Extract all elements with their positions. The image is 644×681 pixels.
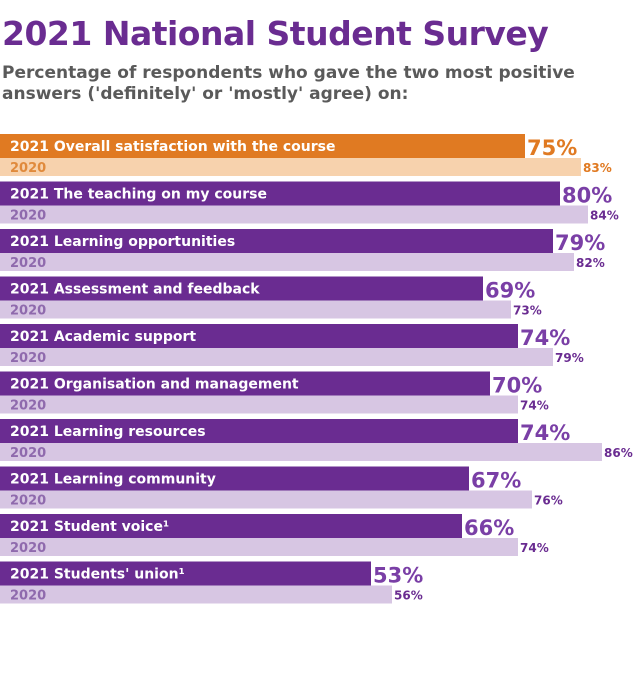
bar-2021 bbox=[0, 514, 462, 538]
data-label-2021: 74% bbox=[520, 326, 570, 350]
data-label-2020: 84% bbox=[590, 209, 619, 223]
year-label-2020: 2020 bbox=[10, 304, 46, 319]
chart-subtitle: Percentage of respondents who gave the t… bbox=[2, 63, 575, 104]
bar-label-2021: 2021 Learning opportunities bbox=[10, 234, 235, 250]
year-label-2020: 2020 bbox=[10, 351, 46, 366]
bar-2020 bbox=[0, 395, 518, 414]
year-label-2020: 2020 bbox=[10, 494, 46, 509]
data-label-2021: 70% bbox=[492, 374, 542, 398]
data-label-2021: 75% bbox=[527, 136, 577, 160]
bar-2020 bbox=[0, 158, 581, 176]
data-label-2020: 79% bbox=[555, 351, 584, 365]
bar-label-2021: 2021 Student voice¹ bbox=[10, 519, 169, 535]
year-label-2020: 2020 bbox=[10, 446, 46, 461]
data-label-2020: 56% bbox=[394, 589, 423, 603]
year-label-2020: 2020 bbox=[10, 161, 46, 176]
bar-2020 bbox=[0, 205, 588, 224]
bar-2020 bbox=[0, 490, 532, 509]
bar-2020 bbox=[0, 538, 518, 556]
year-label-2020: 2020 bbox=[10, 256, 46, 271]
data-label-2020: 74% bbox=[520, 541, 549, 555]
bar-label-2021: 2021 Organisation and management bbox=[10, 377, 299, 393]
bar-label-2021: 2021 The teaching on my course bbox=[10, 187, 267, 203]
bar-2021 bbox=[0, 466, 469, 491]
bar-2021 bbox=[0, 181, 560, 206]
bar-2021 bbox=[0, 229, 553, 253]
bar-2020 bbox=[0, 443, 602, 461]
bar-label-2021: 2021 Students' union¹ bbox=[10, 567, 185, 583]
data-label-2020: 73% bbox=[513, 304, 542, 318]
data-label-2020: 82% bbox=[576, 256, 605, 270]
data-label-2020: 74% bbox=[520, 399, 549, 413]
data-label-2021: 66% bbox=[464, 516, 514, 540]
data-label-2020: 83% bbox=[583, 161, 612, 175]
bar-2020 bbox=[0, 585, 392, 604]
bar-2021 bbox=[0, 419, 518, 443]
bar-2021 bbox=[0, 561, 371, 586]
data-label-2020: 76% bbox=[534, 494, 563, 508]
bar-2020 bbox=[0, 300, 511, 319]
data-label-2021: 80% bbox=[562, 184, 612, 208]
bar-label-2021: 2021 Learning community bbox=[10, 472, 216, 488]
year-label-2020: 2020 bbox=[10, 399, 46, 414]
bar-label-2021: 2021 Overall satisfaction with the cours… bbox=[10, 139, 336, 155]
year-label-2020: 2020 bbox=[10, 589, 46, 604]
bar-2021 bbox=[0, 371, 490, 396]
bar-label-2021: 2021 Academic support bbox=[10, 329, 196, 345]
chart-title: 2021 National Student Survey bbox=[2, 14, 549, 53]
bar-label-2021: 2021 Learning resources bbox=[10, 424, 206, 440]
data-label-2020: 86% bbox=[604, 446, 633, 460]
bar-2021 bbox=[0, 324, 518, 348]
year-label-2020: 2020 bbox=[10, 541, 46, 556]
data-label-2021: 79% bbox=[555, 231, 605, 255]
bar-label-2021: 2021 Assessment and feedback bbox=[10, 282, 260, 298]
data-label-2021: 74% bbox=[520, 421, 570, 445]
year-label-2020: 2020 bbox=[10, 209, 46, 224]
bar-2021 bbox=[0, 134, 525, 158]
data-label-2021: 53% bbox=[373, 564, 423, 588]
bar-2020 bbox=[0, 253, 574, 271]
data-label-2021: 69% bbox=[485, 279, 535, 303]
data-label-2021: 67% bbox=[471, 469, 521, 493]
bar-2021 bbox=[0, 276, 483, 301]
bar-2020 bbox=[0, 348, 553, 366]
